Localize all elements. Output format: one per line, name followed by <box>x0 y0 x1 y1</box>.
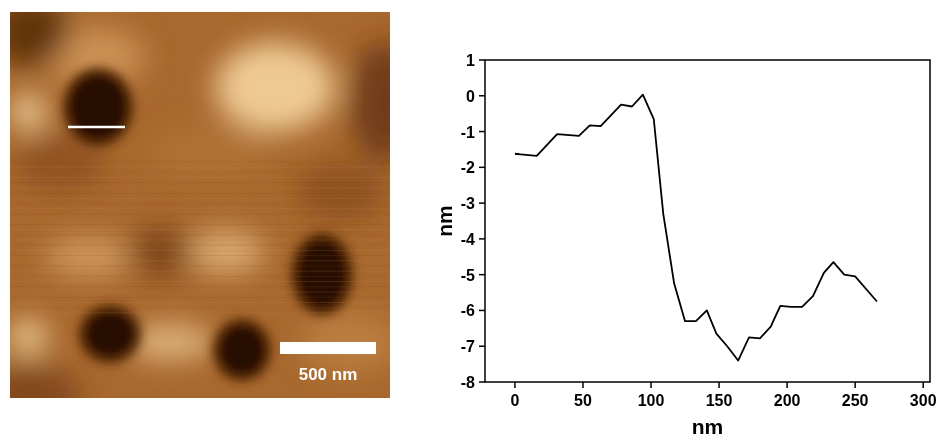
scan-line <box>10 177 390 178</box>
afm-feature <box>215 42 335 132</box>
y-tick <box>479 202 485 204</box>
afm-feature <box>150 127 270 177</box>
afm-image <box>10 12 390 398</box>
scan-line <box>10 297 390 298</box>
scan-line <box>10 302 390 303</box>
x-tick <box>650 382 652 388</box>
afm-hole <box>86 312 134 356</box>
y-tick-label: -2 <box>461 159 475 176</box>
y-tick-label: 1 <box>466 52 475 69</box>
afm-feature <box>10 94 46 130</box>
y-tick-label: -3 <box>461 195 475 212</box>
y-tick-label: 0 <box>466 88 475 105</box>
afm-hole <box>70 75 126 139</box>
afm-feature <box>295 162 385 222</box>
scan-line <box>10 276 390 277</box>
x-axis-title: nm <box>692 415 724 438</box>
scan-line <box>10 219 390 220</box>
y-tick-label: -4 <box>461 231 475 248</box>
scan-line <box>10 281 390 282</box>
afm-hole-rim <box>212 318 272 382</box>
y-tick-label: -1 <box>461 124 475 141</box>
axes: 0 50 100 150 200 250 300 -8 -7 -6 -5 -4 -3 -2 -1 0 1 <box>461 52 937 409</box>
afm-topography <box>10 12 390 398</box>
y-tick-label: -8 <box>461 374 475 391</box>
profile-line <box>68 126 125 129</box>
scan-line <box>10 203 390 204</box>
y-tick <box>479 95 485 97</box>
afm-hole-rim <box>62 67 134 147</box>
scale-bar-label: 500 nm <box>299 365 358 384</box>
x-tick <box>786 382 788 388</box>
scan-line <box>10 193 390 194</box>
plot-area <box>515 95 877 361</box>
y-axis-title: nm <box>433 205 456 237</box>
scan-line <box>10 162 390 163</box>
afm-hole <box>220 326 264 374</box>
scan-line <box>10 240 390 241</box>
x-tick-label: 0 <box>510 392 519 409</box>
profile-curve <box>515 95 877 361</box>
x-tick-label: 200 <box>774 392 801 409</box>
y-tick <box>479 310 485 312</box>
afm-hole-rim <box>290 232 354 316</box>
scan-line <box>10 250 390 251</box>
scan-line <box>10 266 390 267</box>
scan-line <box>10 182 390 183</box>
scan-line <box>10 167 390 168</box>
scan-line <box>10 198 390 199</box>
scan-line <box>10 224 390 225</box>
afm-feature <box>10 319 48 355</box>
x-tick-label: 50 <box>574 392 592 409</box>
scan-line <box>10 208 390 209</box>
scan-line <box>10 260 390 261</box>
x-tick <box>514 382 516 388</box>
x-tick <box>854 382 856 388</box>
scan-line <box>10 172 390 173</box>
afm-feature <box>10 12 70 67</box>
x-tick-label: 150 <box>706 392 733 409</box>
y-tick <box>479 274 485 276</box>
y-tick <box>479 59 485 61</box>
scan-line <box>10 292 390 293</box>
afm-feature <box>185 230 265 274</box>
plot-frame <box>485 60 930 382</box>
x-tick <box>582 382 584 388</box>
y-tick <box>479 345 485 347</box>
x-tick-label: 100 <box>638 392 665 409</box>
x-tick <box>718 382 720 388</box>
x-tick-label: 300 <box>910 392 937 409</box>
scan-line <box>10 307 390 308</box>
scale-bar <box>280 342 376 354</box>
y-tick <box>479 238 485 240</box>
afm-feature <box>350 42 390 162</box>
y-tick <box>479 381 485 383</box>
afm-feature <box>10 362 80 398</box>
y-tick-label: -6 <box>461 302 475 319</box>
scan-line <box>10 214 390 215</box>
figure: 500 nm 0 50 100 150 200 250 300 -8 -7 -6 -5 -4 -3 -2 -1… <box>0 0 949 445</box>
scan-line <box>10 271 390 272</box>
scan-line <box>10 286 390 287</box>
y-tick <box>479 131 485 133</box>
x-tick <box>922 382 924 388</box>
x-tick-label: 250 <box>842 392 869 409</box>
scan-line <box>10 188 390 189</box>
scan-line <box>10 234 390 235</box>
scan-line <box>10 245 390 246</box>
scan-line <box>10 229 390 230</box>
y-tick-label: -5 <box>461 267 475 284</box>
scan-line <box>10 255 390 256</box>
scan-line <box>10 312 390 313</box>
y-tick-label: -7 <box>461 338 475 355</box>
y-tick <box>479 167 485 169</box>
